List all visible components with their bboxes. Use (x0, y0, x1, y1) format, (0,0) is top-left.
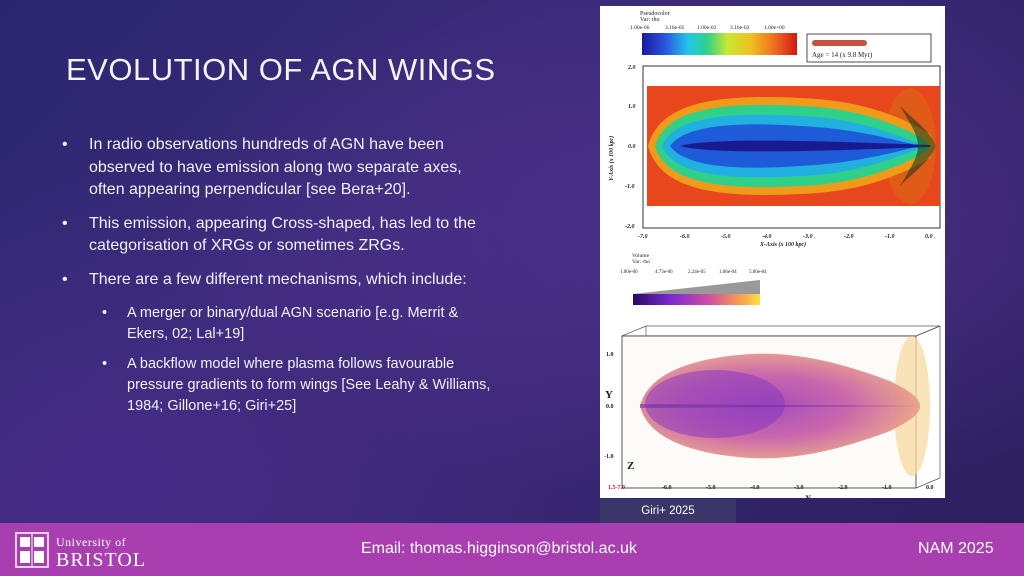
y-tick: 1.0 (628, 104, 636, 110)
age-bar (812, 40, 867, 46)
bullet-list: • In radio observations hundreds of AGN … (62, 134, 492, 426)
sub-bullet-text: A backflow model where plasma follows fa… (127, 356, 491, 414)
volume-legend-title: Volume (632, 253, 650, 259)
colorbar (642, 33, 797, 55)
x-tick: -6.0 (680, 234, 690, 240)
volume-tick: 5.00e-04 (749, 270, 767, 275)
bullet-item: • In radio observations hundreds of AGN … (62, 134, 492, 202)
y-tick: 0.0 (628, 144, 636, 150)
y-tick: -2.0 (625, 224, 635, 230)
volume-tick: 1.06e-04 (719, 270, 737, 275)
bullet-glyph: • (102, 356, 108, 372)
volume-legend-var: Var: rho (632, 259, 650, 265)
x-tick: -1.0 (885, 234, 895, 240)
sub-bullet-item: • A merger or binary/dual AGN scenario [… (62, 303, 492, 345)
x-tick: -7.0 (638, 234, 648, 240)
x-tick: -5.0 (721, 234, 731, 240)
volume-tick: 2.24e-05 (688, 270, 706, 275)
x-tick: -4.0 (750, 485, 760, 491)
bullet-text: In radio observations hundreds of AGN ha… (89, 136, 462, 198)
x-tick: -3.0 (803, 234, 813, 240)
volume-tick: 4.73e-06 (655, 270, 673, 275)
x-tick: -4.0 (762, 234, 772, 240)
university-logo: University of BRISTOL (14, 530, 149, 571)
logo-line2: BRISTOL (56, 549, 146, 570)
x-tick: -3.0 (794, 485, 804, 491)
bullet-item: • There are a few different mechanisms, … (62, 269, 492, 292)
age-label: Age = 14 (x 9.8 Myr) (812, 51, 873, 59)
bristol-crest-icon: University of BRISTOL (15, 532, 146, 571)
simulation-figure: Pseudocolor Var: rho 1.00e-06 3.16e-05 1… (600, 6, 945, 504)
y-axis-label: Y-Axis (x 100 kpc) (608, 136, 615, 181)
colorbar-tick: 1.00e-03 (697, 25, 717, 31)
colorbar-tick: 3.16e-05 (665, 25, 685, 31)
z-label: Z (627, 460, 634, 472)
x-label: X (805, 494, 812, 498)
y-label: Y (605, 389, 613, 401)
bullet-glyph: • (62, 214, 68, 232)
x-tick: -1.0 (882, 485, 892, 491)
bullet-glyph: • (62, 136, 68, 153)
bullet-glyph: • (102, 305, 108, 321)
colorbar-tick: 1.00e+00 (764, 25, 785, 31)
x-tick: 1.5-7.0 (608, 485, 625, 491)
bullet-item: • This emission, appearing Cross-shaped,… (62, 213, 492, 258)
logo-line1: University of (56, 535, 126, 549)
simulation-figure-svg: Pseudocolor Var: rho 1.00e-06 3.16e-05 1… (604, 11, 941, 504)
sub-bullet-item: • A backflow model where plasma follows … (62, 354, 492, 417)
y-tick: 1.0 (606, 352, 614, 358)
volume-colorbar (633, 294, 760, 305)
footer-bar (0, 523, 1024, 576)
volume-tick: 1.00e-06 (620, 270, 638, 275)
colorbar-tick: 3.16e-02 (730, 25, 750, 31)
age-box (806, 33, 932, 63)
sub-bullet-text: A merger or binary/dual AGN scenario [e.… (127, 305, 459, 342)
legend-title: Pseudocolor (640, 11, 670, 17)
x-tick: 0.0 (925, 234, 933, 240)
opacity-ramp (633, 280, 760, 294)
x-tick: -6.0 (662, 485, 672, 491)
figure-caption: Giri+ 2025 (600, 499, 736, 523)
colorbar-tick: 1.00e-06 (630, 25, 650, 31)
y-tick: 0.0 (606, 404, 614, 410)
bullet-text: This emission, appearing Cross-shaped, h… (89, 214, 476, 255)
x-tick: -2.0 (838, 485, 848, 491)
x-axis-label: X-Axis (x 100 kpc) (759, 241, 806, 248)
bullet-text: There are a few different mechanisms, wh… (89, 270, 467, 288)
x-tick: 0.0 (926, 485, 934, 491)
bullet-glyph: • (62, 270, 68, 288)
footer-email: Email: thomas.higginson@bristol.ac.uk (361, 540, 637, 557)
y-tick: -1.0 (604, 454, 614, 460)
x-tick: -5.0 (706, 485, 716, 491)
slide-title: EVOLUTION OF AGN WINGS (66, 52, 496, 87)
legend-var: Var: rho (640, 17, 660, 23)
footer-event: NAM 2025 (918, 540, 994, 557)
x-tick: -2.0 (844, 234, 854, 240)
y-tick: 2.0 (627, 65, 636, 71)
y-tick: -1.0 (625, 184, 635, 190)
